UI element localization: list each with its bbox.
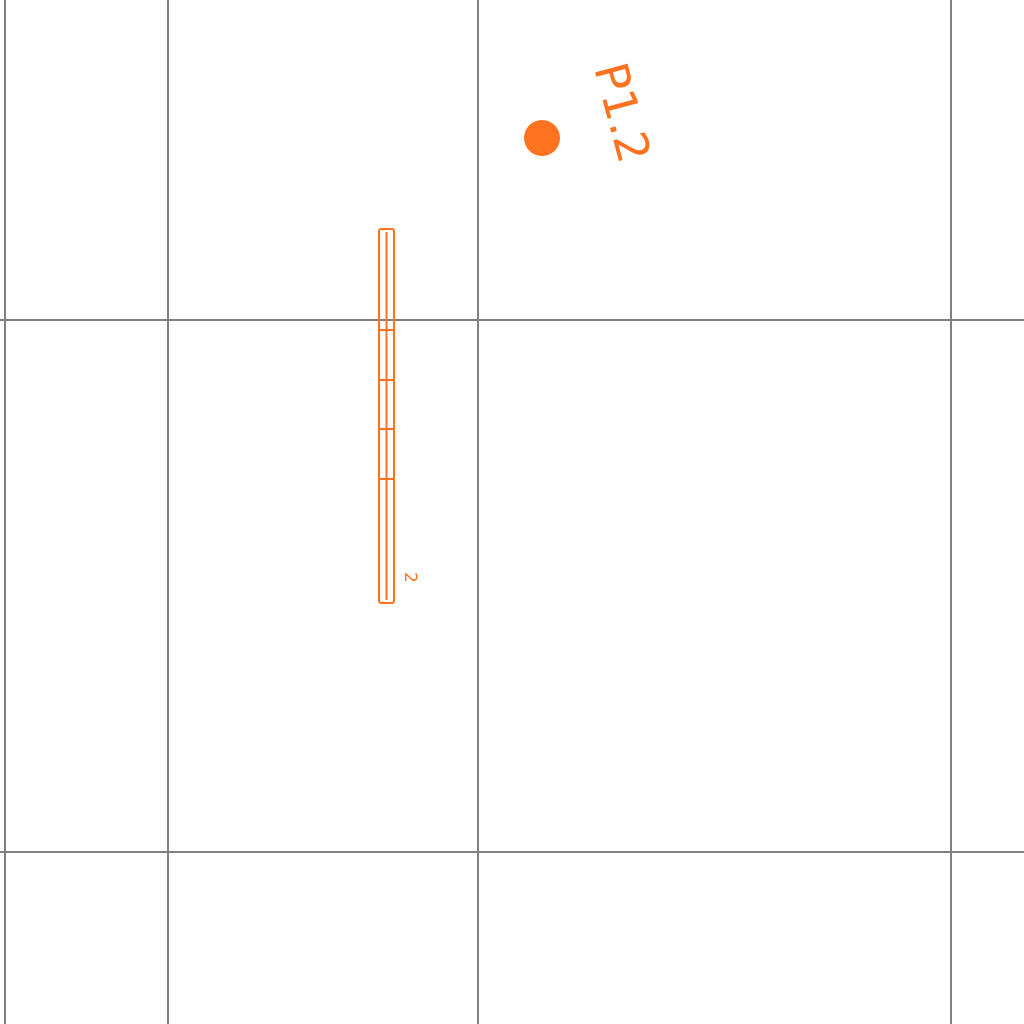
point-marker[interactable]: P1.2 xyxy=(524,57,662,168)
bar-outline[interactable] xyxy=(378,228,395,604)
element-label: 2 xyxy=(400,572,420,583)
element-group[interactable]: 2 xyxy=(378,228,420,604)
bar-dividers xyxy=(379,329,394,480)
point-label: P1.2 xyxy=(583,57,661,168)
point-dot[interactable] xyxy=(524,120,560,156)
